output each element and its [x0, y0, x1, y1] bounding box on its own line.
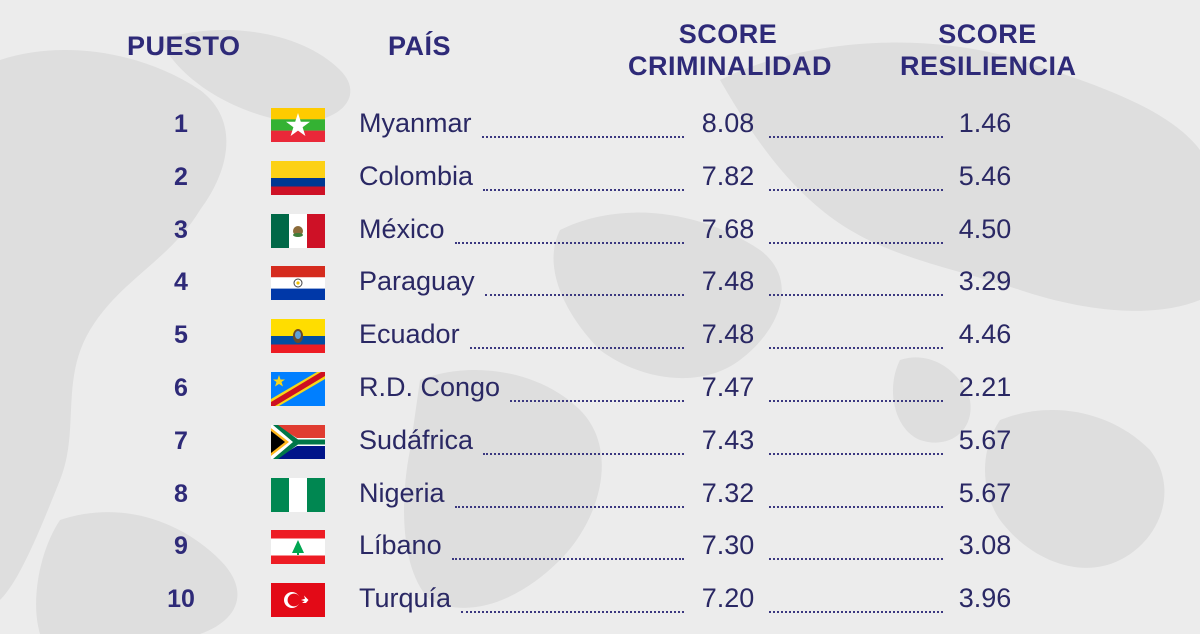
nigeria-flag: [271, 477, 325, 512]
country-name: Líbano: [359, 530, 442, 561]
crime-score: 7.68: [701, 213, 755, 244]
country-name: Ecuador: [359, 319, 460, 350]
dotted-leader: [483, 188, 684, 191]
dotted-leader: [769, 505, 943, 508]
south-africa-flag: [271, 424, 325, 459]
country-name: Sudáfrica: [359, 424, 474, 455]
dotted-leader: [769, 611, 943, 614]
table-row: 8 Nigeria 7.32 5.67: [0, 470, 1200, 523]
crime-score: 7.48: [701, 319, 755, 350]
country-name: México: [359, 213, 445, 244]
crime-score: 7.30: [701, 530, 755, 561]
country-name: Paraguay: [359, 266, 475, 297]
header-res-line1: SCORE: [938, 19, 1037, 49]
rank-value: 9: [174, 532, 188, 561]
rank-value: 7: [174, 426, 188, 455]
resilience-score: 3.08: [958, 530, 1012, 561]
table-row: 3 México 7.68 4.50: [0, 206, 1200, 259]
resilience-score: 5.67: [958, 477, 1012, 508]
dotted-leader: [769, 294, 943, 297]
dr-congo-flag: [271, 372, 325, 406]
rank-value: 10: [167, 585, 195, 614]
dotted-leader: [510, 400, 684, 402]
rank-value: 4: [174, 268, 188, 297]
resilience-score: 5.67: [958, 424, 1012, 455]
resilience-score: 3.29: [958, 266, 1012, 297]
header-crime-score: SCORE CRIMINALIDAD: [628, 18, 832, 82]
resilience-score: 5.46: [958, 160, 1012, 191]
country-name: Turquía: [359, 583, 452, 614]
mexico-flag: [271, 213, 325, 248]
rank-value: 1: [174, 110, 188, 138]
crime-score: 7.32: [701, 477, 755, 508]
header-res-line2: RESILIENCIA: [900, 51, 1077, 81]
resilience-score: 3.96: [958, 583, 1012, 614]
table-row: 10 Turquía 7.20 3.96: [0, 575, 1200, 628]
ecuador-flag: [271, 319, 325, 354]
crime-score: 7.43: [701, 424, 755, 455]
resilience-score: 1.46: [958, 108, 1012, 138]
table-row: 1 Myanmar 8.08 1.46: [0, 100, 1200, 153]
table-row: 2 Colombia 7.82 5.46: [0, 153, 1200, 206]
resilience-score: 4.46: [958, 319, 1012, 350]
resilience-score: 2.21: [958, 372, 1012, 402]
country-name: Nigeria: [359, 477, 445, 508]
dotted-leader: [769, 347, 943, 350]
crime-score: 8.08: [701, 108, 755, 138]
dotted-leader: [483, 452, 684, 455]
header-country: PAÍS: [388, 31, 452, 61]
table-row: 5 Ecuador 7.48 4.46: [0, 311, 1200, 364]
dotted-leader: [461, 611, 684, 614]
crime-score: 7.20: [701, 583, 755, 614]
dotted-leader: [769, 136, 943, 138]
country-name: Colombia: [359, 160, 474, 191]
dotted-leader: [455, 241, 684, 244]
paraguay-flag: [271, 266, 325, 301]
dotted-leader: [769, 188, 943, 191]
dotted-leader: [452, 558, 684, 561]
turkey-flag: [271, 583, 325, 618]
resilience-score: 4.50: [958, 213, 1012, 244]
dotted-leader: [769, 558, 943, 561]
dotted-leader: [470, 347, 684, 350]
crime-score: 7.48: [701, 266, 755, 297]
dotted-leader: [769, 400, 943, 402]
dotted-leader: [455, 505, 684, 508]
lebanon-flag: [271, 530, 325, 565]
crime-score: 7.82: [701, 160, 755, 191]
dotted-leader: [769, 452, 943, 455]
table-row: 4 Paraguay 7.48 3.29: [0, 258, 1200, 311]
table-row: 6 R.D. Congo 7.47 2.21: [0, 364, 1200, 417]
crime-score: 7.47: [701, 372, 755, 402]
rank-value: 5: [174, 321, 188, 350]
rank-value: 2: [174, 162, 188, 191]
country-name: R.D. Congo: [359, 372, 501, 402]
country-name: Myanmar: [359, 108, 472, 138]
rank-value: 3: [174, 215, 188, 244]
table-row: 9 Líbano 7.30 3.08: [0, 522, 1200, 575]
header-crime-line1: SCORE: [678, 19, 778, 49]
header-rank: PUESTO: [127, 31, 241, 61]
table-row: 7 Sudáfrica 7.43 5.67: [0, 417, 1200, 470]
myanmar-flag: [271, 108, 325, 142]
header-crime-line2: CRIMINALIDAD: [628, 51, 832, 81]
colombia-flag: [271, 160, 325, 195]
dotted-leader: [769, 241, 943, 244]
dotted-leader: [485, 294, 684, 297]
rank-value: 8: [174, 479, 188, 508]
header-resilience-score: SCORE RESILIENCIA: [900, 18, 1077, 82]
rank-value: 6: [174, 374, 188, 402]
dotted-leader: [482, 136, 684, 138]
